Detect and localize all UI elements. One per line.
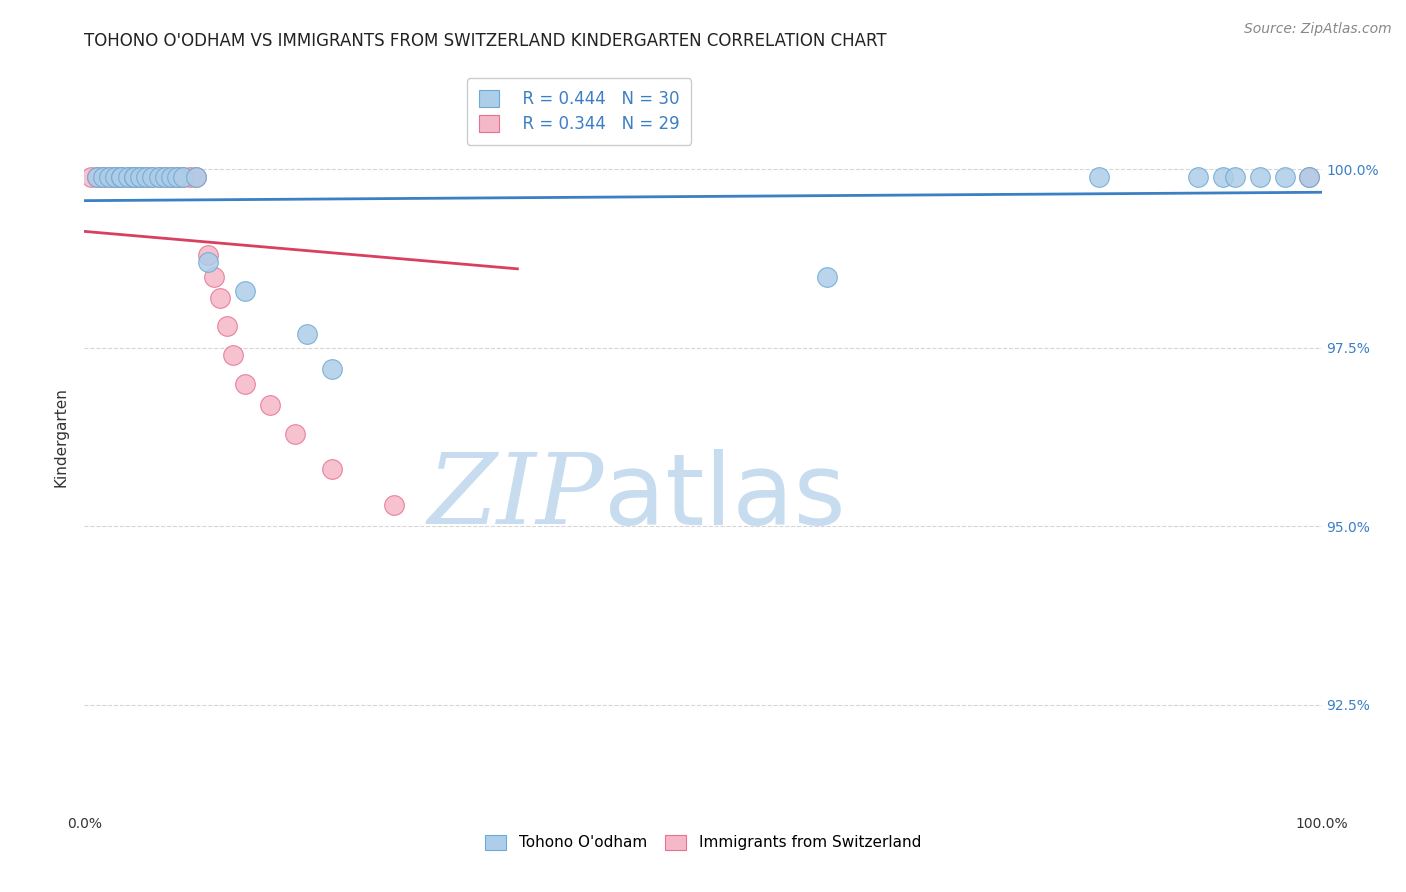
Point — [141, 169, 163, 184]
Point — [122, 169, 145, 184]
Text: TOHONO O'ODHAM VS IMMIGRANTS FROM SWITZERLAND KINDERGARTEN CORRELATION CHART: TOHONO O'ODHAM VS IMMIGRANTS FROM SWITZE… — [84, 32, 887, 50]
Point — [1212, 169, 1234, 184]
Point — [148, 169, 170, 184]
Point — [104, 169, 127, 184]
Point — [197, 248, 219, 262]
Point — [1088, 169, 1111, 184]
Point — [117, 169, 139, 184]
Text: atlas: atlas — [605, 449, 845, 546]
Point — [1223, 169, 1246, 184]
Point — [160, 169, 183, 184]
Point — [160, 169, 183, 184]
Point — [295, 326, 318, 341]
Point — [117, 169, 139, 184]
Point — [1249, 169, 1271, 184]
Point — [98, 169, 121, 184]
Point — [815, 269, 838, 284]
Point — [233, 284, 256, 298]
Point — [179, 169, 201, 184]
Point — [129, 169, 152, 184]
Point — [86, 169, 108, 184]
Point — [233, 376, 256, 391]
Point — [1274, 169, 1296, 184]
Point — [110, 169, 132, 184]
Point — [110, 169, 132, 184]
Point — [197, 255, 219, 269]
Point — [122, 169, 145, 184]
Point — [172, 169, 194, 184]
Point — [86, 169, 108, 184]
Point — [321, 462, 343, 476]
Point — [104, 169, 127, 184]
Point — [135, 169, 157, 184]
Point — [79, 169, 101, 184]
Text: ZIP: ZIP — [427, 450, 605, 545]
Point — [209, 291, 232, 305]
Point — [141, 169, 163, 184]
Point — [153, 169, 176, 184]
Point — [91, 169, 114, 184]
Point — [184, 169, 207, 184]
Point — [153, 169, 176, 184]
Point — [1187, 169, 1209, 184]
Point — [166, 169, 188, 184]
Point — [284, 426, 307, 441]
Y-axis label: Kindergarten: Kindergarten — [53, 387, 69, 487]
Point — [135, 169, 157, 184]
Point — [382, 498, 405, 512]
Point — [184, 169, 207, 184]
Point — [166, 169, 188, 184]
Point — [129, 169, 152, 184]
Point — [1298, 169, 1320, 184]
Point — [122, 169, 145, 184]
Point — [98, 169, 121, 184]
Point — [222, 348, 245, 362]
Point — [148, 169, 170, 184]
Point — [215, 319, 238, 334]
Legend: Tohono O'odham, Immigrants from Switzerland: Tohono O'odham, Immigrants from Switzerl… — [479, 829, 927, 856]
Point — [172, 169, 194, 184]
Point — [321, 362, 343, 376]
Point — [91, 169, 114, 184]
Point — [110, 169, 132, 184]
Point — [259, 398, 281, 412]
Point — [1298, 169, 1320, 184]
Point — [202, 269, 225, 284]
Text: Source: ZipAtlas.com: Source: ZipAtlas.com — [1244, 22, 1392, 37]
